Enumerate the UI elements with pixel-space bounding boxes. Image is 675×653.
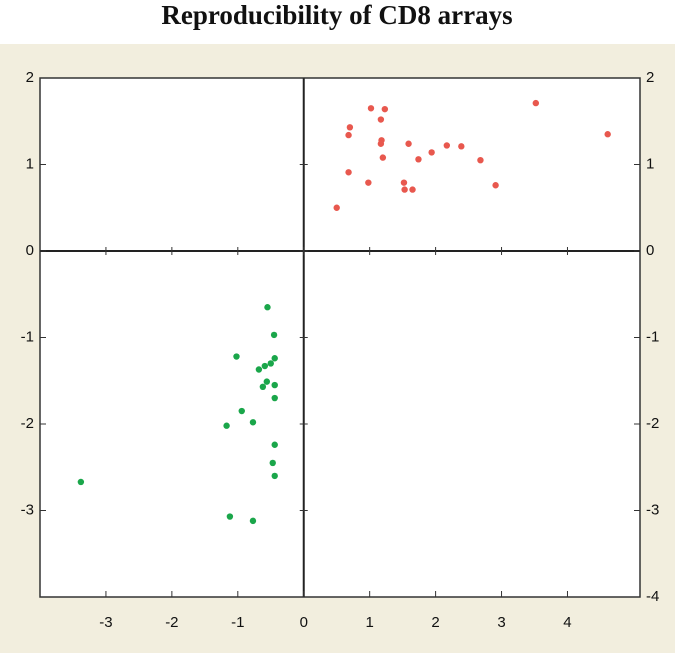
point bbox=[405, 140, 412, 147]
point bbox=[77, 478, 85, 486]
y-tick-label: -2 bbox=[21, 415, 34, 432]
point bbox=[400, 179, 408, 186]
y2-tick-label: 2 bbox=[646, 69, 654, 86]
x-tick-label: 4 bbox=[563, 614, 571, 631]
point bbox=[233, 353, 240, 360]
point bbox=[458, 143, 465, 150]
y2-tick-label: 1 bbox=[646, 155, 654, 172]
point bbox=[271, 472, 278, 480]
point bbox=[367, 105, 375, 112]
point bbox=[223, 422, 230, 429]
point bbox=[345, 169, 352, 176]
point bbox=[271, 381, 278, 389]
x-tick-label: 0 bbox=[300, 614, 308, 631]
point bbox=[346, 124, 354, 131]
y2-tick-label: -4 bbox=[646, 588, 659, 605]
point bbox=[238, 407, 245, 415]
point bbox=[401, 186, 408, 193]
point bbox=[377, 140, 385, 147]
point bbox=[604, 131, 611, 138]
point bbox=[271, 355, 278, 362]
point bbox=[249, 419, 257, 426]
point bbox=[409, 186, 416, 193]
point bbox=[270, 331, 278, 339]
point bbox=[259, 383, 267, 391]
x-tick-label: -3 bbox=[99, 614, 112, 631]
y2-tick-label: -2 bbox=[646, 415, 659, 432]
point bbox=[415, 156, 422, 163]
point bbox=[263, 378, 271, 385]
y2-tick-label: -3 bbox=[646, 501, 659, 518]
point bbox=[271, 441, 278, 448]
point bbox=[267, 360, 274, 367]
plot-area bbox=[39, 77, 641, 598]
point bbox=[477, 156, 484, 164]
x-tick-label: 1 bbox=[365, 614, 373, 631]
y-tick-label: -1 bbox=[21, 328, 34, 345]
point bbox=[428, 149, 435, 156]
point bbox=[333, 204, 340, 211]
y2-tick-label: -1 bbox=[646, 328, 659, 345]
point bbox=[249, 517, 257, 525]
point bbox=[492, 182, 499, 189]
y-tick-label: -3 bbox=[21, 501, 34, 518]
point bbox=[255, 366, 263, 373]
point bbox=[345, 131, 352, 139]
point bbox=[261, 362, 269, 370]
point bbox=[264, 304, 271, 311]
chart-title: Reproducibility of CD8 arrays bbox=[161, 0, 512, 30]
x-tick-label: 2 bbox=[431, 614, 439, 631]
point bbox=[532, 99, 540, 107]
y-tick-label: 2 bbox=[26, 69, 34, 86]
y-tick-label: 0 bbox=[26, 242, 34, 259]
point bbox=[377, 116, 385, 123]
point bbox=[379, 154, 387, 161]
point bbox=[443, 142, 451, 149]
y-tick-label: 1 bbox=[26, 155, 34, 172]
x-tick-label: -2 bbox=[165, 614, 178, 631]
x-tick-label: -1 bbox=[231, 614, 244, 631]
point bbox=[226, 513, 234, 520]
y2-tick-label: 0 bbox=[646, 242, 654, 259]
x-tick-label: 3 bbox=[497, 614, 505, 631]
point bbox=[381, 105, 389, 113]
point bbox=[269, 459, 276, 467]
point bbox=[365, 179, 372, 186]
point bbox=[271, 394, 278, 402]
